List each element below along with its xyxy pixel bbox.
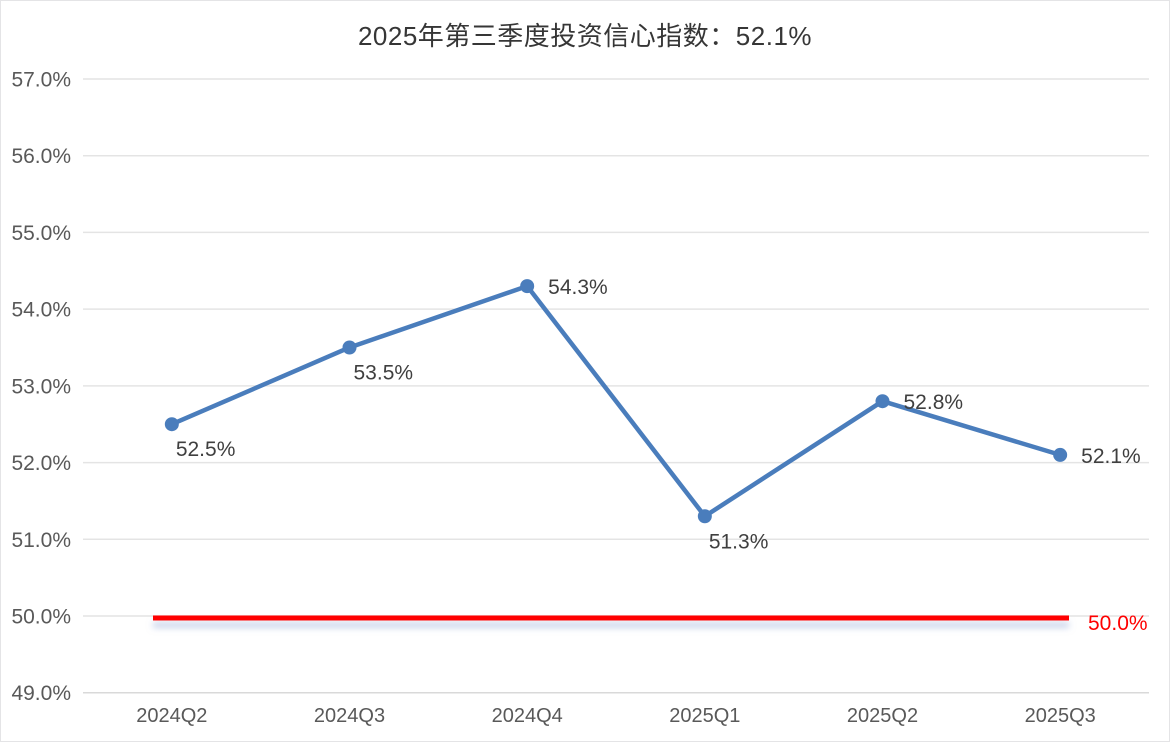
x-tick-label: 2025Q2 [847, 705, 918, 727]
axis-labels-group: 57.0% 56.0% 55.0% 54.0% 53.0% 52.0% 51.0% 50.0%… [11, 69, 1095, 728]
data-point-label: 52.1% [1081, 445, 1141, 468]
y-tick-label: 53.0% [11, 375, 71, 398]
y-tick-label: 55.0% [11, 222, 71, 245]
data-point-marker [697, 509, 712, 524]
data-point-label: 54.3% [548, 276, 608, 299]
data-point-label: 51.3% [709, 530, 769, 553]
reference-line-group: 50.0% [153, 612, 1148, 635]
series-line [169, 283, 1063, 519]
x-tick-label: 2025Q3 [1025, 705, 1096, 727]
reference-line-label: 50.0% [1088, 612, 1148, 635]
gridlines-group [83, 78, 1149, 694]
reference-line [153, 615, 1069, 621]
y-tick-label: 54.0% [11, 299, 71, 322]
y-tick-label: 56.0% [11, 145, 71, 168]
data-point-label: 52.5% [176, 438, 236, 461]
y-tick-label: 57.0% [11, 69, 71, 92]
data-point-marker [520, 279, 535, 294]
x-tick-label: 2024Q4 [492, 705, 563, 727]
data-labels-group: 52.5% 53.5% 54.3% 51.3% 52.8% 52.1% [176, 276, 1141, 553]
x-tick-label: 2024Q3 [314, 705, 385, 727]
y-tick-label: 52.0% [11, 452, 71, 475]
data-point-marker [342, 340, 357, 355]
data-point-label: 53.5% [354, 361, 414, 384]
chart-title: 2025年第三季度投资信心指数：52.1% [357, 21, 813, 51]
y-tick-label: 50.0% [11, 605, 71, 628]
x-tick-label: 2025Q1 [669, 705, 740, 727]
data-point-marker [1053, 447, 1068, 462]
data-point-marker [875, 394, 890, 409]
data-point-label: 52.8% [904, 391, 964, 414]
x-tick-label: 2024Q2 [136, 705, 207, 727]
y-tick-label: 49.0% [11, 682, 71, 705]
y-tick-label: 51.0% [11, 529, 71, 552]
series-group [164, 279, 1068, 524]
data-point-marker [164, 417, 179, 432]
